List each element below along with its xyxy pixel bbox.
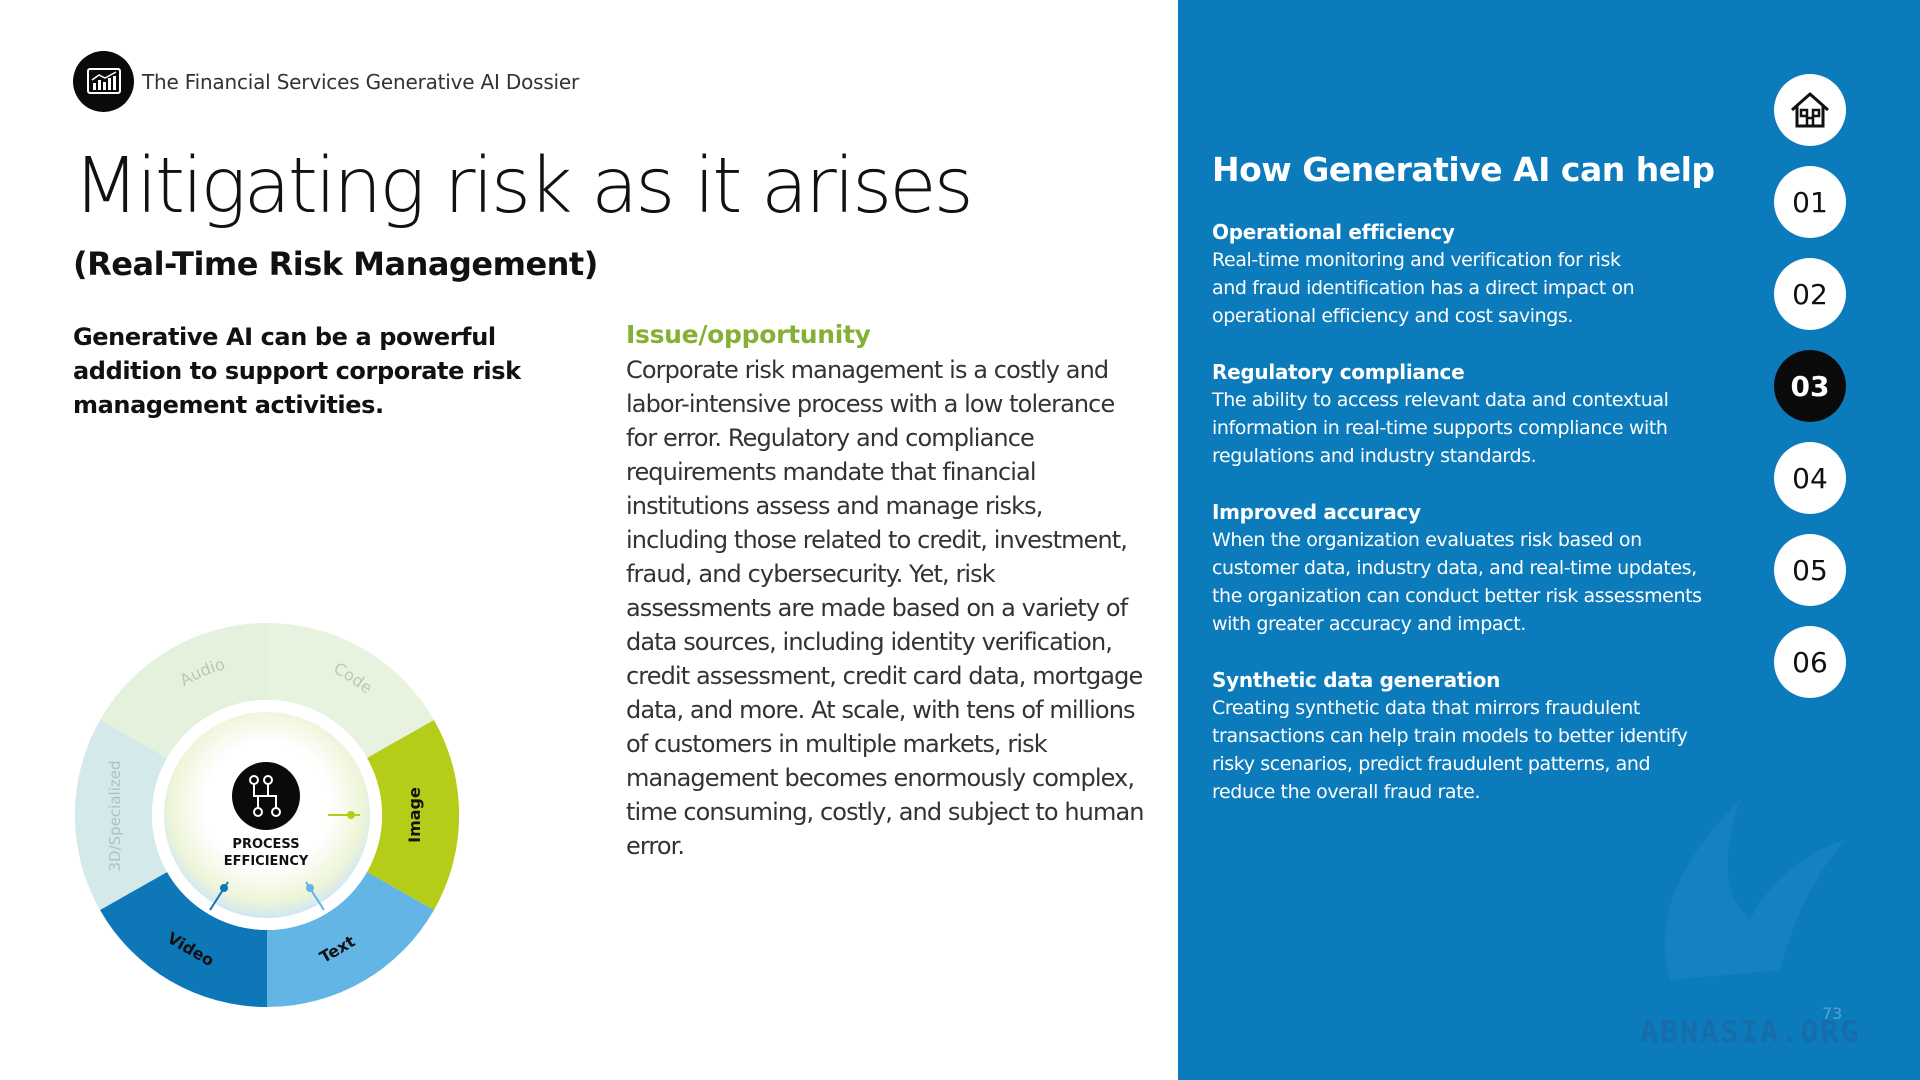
page-title: Mitigating risk as it arises	[73, 142, 974, 231]
wheel-segment-3d	[74, 720, 167, 910]
help-item-title: Improved accuracy	[1212, 500, 1421, 524]
help-item-title: Synthetic data generation	[1212, 668, 1501, 692]
nav-item-06[interactable]: 06	[1774, 626, 1846, 698]
wheel-label-image: Image	[405, 787, 424, 843]
nav-item-04[interactable]: 04	[1774, 442, 1846, 514]
genai-modality-wheel: PROCESS EFFICIENCY Audio Code Image Text…	[74, 622, 460, 1008]
wheel-label-3d: 3D/Specialized	[106, 761, 124, 872]
nav-item-02[interactable]: 02	[1774, 258, 1846, 330]
help-item-text: When the organization evaluates risk bas…	[1212, 529, 1702, 635]
wheel-center-label-1: PROCESS	[232, 837, 299, 852]
process-flow-icon	[232, 762, 300, 830]
nav-item-03[interactable]: 03	[1774, 350, 1846, 422]
help-item-title: Regulatory compliance	[1212, 360, 1465, 384]
help-item: Regulatory compliance The ability to acc…	[1212, 358, 1712, 470]
wheel-segment-video	[100, 872, 267, 1008]
help-item: Operational efficiency Real-time monitor…	[1212, 218, 1712, 330]
help-item: Improved accuracy When the organization …	[1212, 498, 1712, 638]
home-icon	[1791, 92, 1829, 128]
issue-heading: Issue/opportunity	[626, 320, 871, 349]
watermark-text: ABNASIA.ORG	[1640, 1015, 1861, 1050]
watermark-bird-icon	[1664, 800, 1845, 980]
help-list: Operational efficiency Real-time monitor…	[1212, 218, 1712, 834]
help-item-text: Creating synthetic data that mirrors fra…	[1212, 697, 1688, 803]
page-number: 73	[1822, 1004, 1843, 1023]
help-item: Synthetic data generation Creating synth…	[1212, 666, 1712, 806]
page-subtitle: (Real-Time Risk Management)	[73, 245, 598, 283]
wheel-segment-text	[267, 872, 434, 1007]
help-heading: How Generative AI can help	[1212, 150, 1715, 189]
brand-text: The Financial Services Generative AI Dos…	[142, 69, 580, 94]
wheel-segment-image	[367, 720, 460, 910]
help-item-title: Operational efficiency	[1212, 220, 1455, 244]
wheel-segment-code	[267, 622, 434, 758]
nav-home-button[interactable]	[1774, 74, 1846, 146]
brand-header: The Financial Services Generative AI Dos…	[73, 51, 579, 112]
help-item-text: Real-time monitoring and verification fo…	[1212, 249, 1635, 327]
intro-text: Generative AI can be a powerful addition…	[73, 323, 521, 419]
help-item-text: The ability to access relevant data and …	[1212, 389, 1669, 467]
nav-item-05[interactable]: 05	[1774, 534, 1846, 606]
wheel-segment-audio	[100, 622, 267, 758]
chart-icon	[73, 51, 134, 112]
section-nav: 01 02 03 04 05 06	[1774, 74, 1846, 718]
nav-item-01[interactable]: 01	[1774, 166, 1846, 238]
issue-body: Corporate risk management is a costly an…	[626, 356, 1144, 860]
wheel-center-label-2: EFFICIENCY	[224, 854, 309, 869]
